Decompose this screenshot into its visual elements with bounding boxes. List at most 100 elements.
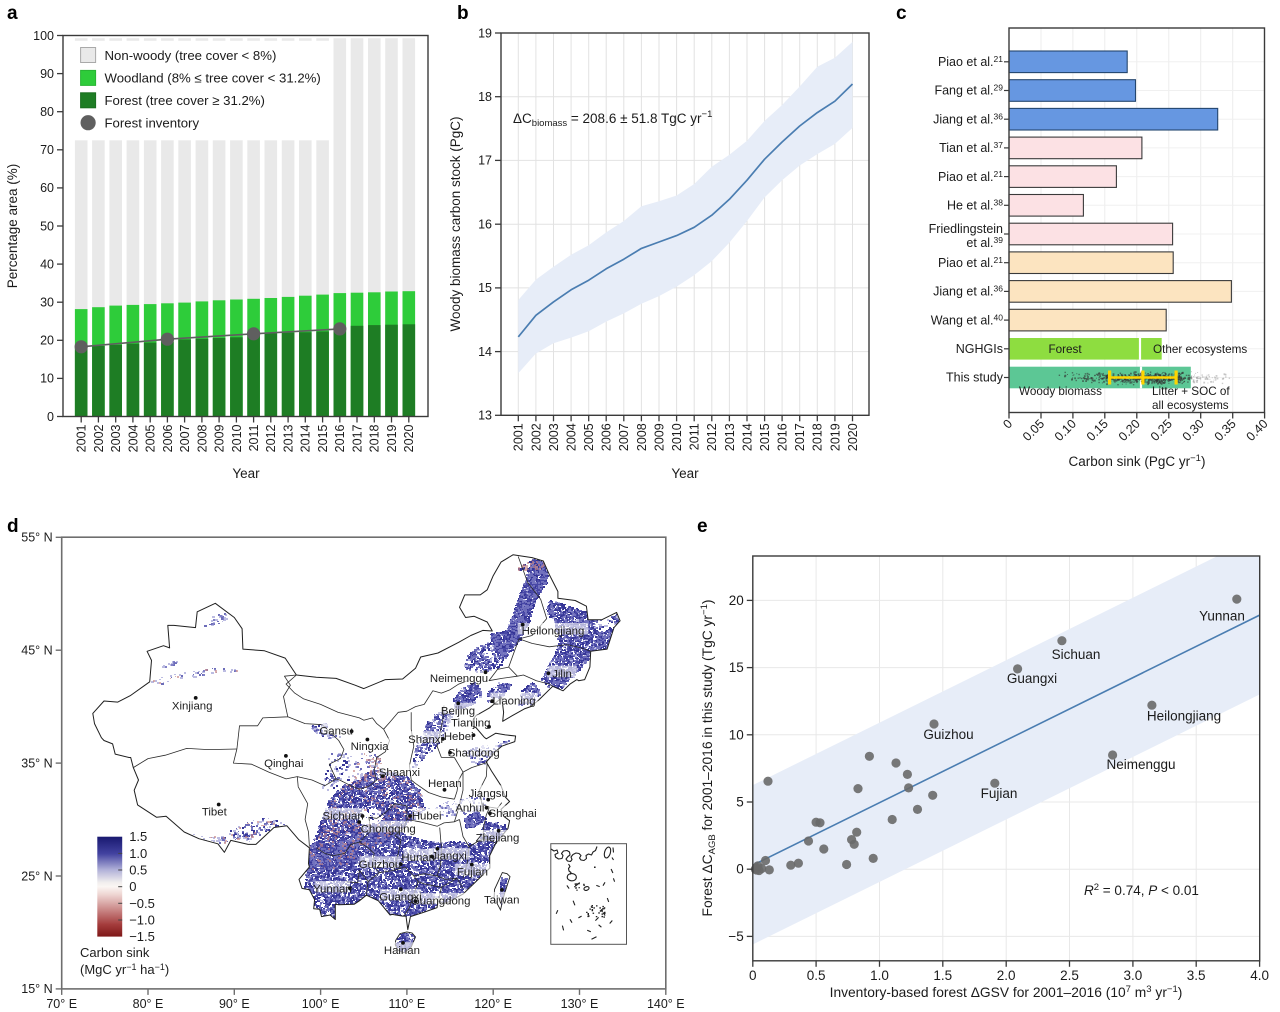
svg-text:Guizhou: Guizhou (359, 859, 401, 871)
svg-text:30: 30 (40, 296, 54, 310)
svg-text:2008: 2008 (635, 423, 649, 451)
svg-text:Piao et al.21: Piao et al.21 (938, 54, 1003, 69)
svg-text:Gansu: Gansu (319, 726, 353, 738)
svg-text:2011: 2011 (247, 424, 261, 451)
svg-text:40: 40 (40, 257, 54, 271)
svg-text:Beijing: Beijing (441, 705, 475, 717)
svg-text:2018: 2018 (811, 423, 825, 451)
svg-text:2013: 2013 (282, 424, 296, 452)
svg-text:2011: 2011 (688, 423, 702, 450)
svg-text:Forest (tree cover ≥ 31.2%): Forest (tree cover ≥ 31.2%) (105, 93, 265, 108)
svg-text:2012: 2012 (264, 424, 278, 452)
svg-text:Yunnan: Yunnan (1199, 609, 1245, 624)
svg-text:e: e (697, 516, 708, 537)
svg-text:2012: 2012 (705, 423, 719, 451)
svg-text:80: 80 (40, 105, 54, 119)
svg-text:90° E: 90° E (219, 997, 250, 1011)
svg-text:2008: 2008 (195, 424, 209, 452)
svg-text:35° N: 35° N (21, 756, 52, 770)
svg-text:55° N: 55° N (21, 531, 52, 545)
svg-text:2001: 2001 (512, 423, 526, 451)
svg-text:Guangdong: Guangdong (411, 896, 471, 908)
svg-text:2014: 2014 (740, 423, 754, 451)
svg-text:15: 15 (478, 281, 492, 295)
svg-text:2020: 2020 (402, 424, 416, 452)
svg-text:Heilongjiang: Heilongjiang (1147, 709, 1221, 724)
svg-text:1.5: 1.5 (933, 968, 952, 983)
svg-text:NGHGIs: NGHGIs (956, 342, 1003, 356)
svg-text:2006: 2006 (600, 423, 614, 451)
svg-text:This study: This study (946, 371, 1004, 385)
svg-text:19: 19 (478, 26, 492, 40)
svg-text:20: 20 (729, 593, 744, 608)
svg-text:25° N: 25° N (21, 869, 52, 883)
svg-text:Liaoning: Liaoning (492, 696, 535, 708)
svg-text:2020: 2020 (846, 423, 860, 451)
svg-text:2.0: 2.0 (997, 968, 1016, 983)
svg-text:2015: 2015 (316, 424, 330, 452)
svg-text:Fujian: Fujian (457, 866, 488, 878)
svg-text:100: 100 (33, 29, 54, 43)
svg-text:2004: 2004 (565, 423, 579, 451)
svg-text:2002: 2002 (92, 424, 106, 452)
svg-text:1.5: 1.5 (129, 829, 147, 844)
svg-text:Litter + SOC of: Litter + SOC of (1152, 385, 1230, 398)
svg-text:b: b (457, 3, 469, 24)
svg-text:Woodland (8% ≤ tree cover < 31: Woodland (8% ≤ tree cover < 31.2%) (105, 71, 321, 86)
svg-text:2007: 2007 (178, 424, 192, 452)
svg-text:Heilongjiang: Heilongjiang (522, 626, 585, 638)
svg-text:2002: 2002 (529, 423, 543, 451)
svg-text:Jiang et al.36: Jiang et al.36 (933, 111, 1003, 126)
svg-text:Fang et al.29: Fang et al.29 (934, 83, 1003, 98)
svg-text:Year: Year (232, 466, 260, 481)
svg-text:Carbon sink (PgC yr−1): Carbon sink (PgC yr−1) (1069, 453, 1206, 469)
svg-text:2017: 2017 (793, 423, 807, 451)
svg-text:Qinghai: Qinghai (264, 758, 303, 770)
svg-text:−0.5: −0.5 (129, 896, 155, 911)
svg-text:2019: 2019 (385, 424, 399, 452)
svg-text:140° E: 140° E (647, 997, 685, 1011)
svg-text:Friedlingstein: Friedlingstein (929, 222, 1003, 236)
svg-text:3.0: 3.0 (1124, 968, 1143, 983)
svg-text:Sichuan: Sichuan (323, 811, 364, 823)
svg-text:0.5: 0.5 (807, 968, 826, 983)
svg-text:Non-woody (tree cover < 8%): Non-woody (tree cover < 8%) (105, 48, 277, 63)
svg-text:Percentage area (%): Percentage area (%) (5, 164, 20, 289)
svg-text:16: 16 (478, 218, 492, 232)
svg-text:Hunan: Hunan (401, 852, 435, 864)
svg-text:45° N: 45° N (21, 644, 52, 658)
svg-text:0.5: 0.5 (129, 863, 147, 878)
svg-text:Guangxi: Guangxi (379, 892, 421, 904)
svg-text:10: 10 (40, 372, 54, 386)
svg-text:20: 20 (40, 334, 54, 348)
svg-text:Shandong: Shandong (448, 748, 500, 760)
svg-text:Piao et al.21: Piao et al.21 (938, 169, 1003, 184)
svg-text:2005: 2005 (582, 423, 596, 451)
svg-text:100° E: 100° E (302, 997, 340, 1011)
svg-text:2004: 2004 (126, 424, 140, 452)
svg-text:Fujian: Fujian (981, 786, 1018, 801)
svg-text:Guizhou: Guizhou (923, 727, 973, 742)
svg-text:Jiangxi: Jiangxi (431, 851, 466, 863)
svg-text:2003: 2003 (109, 424, 123, 452)
svg-text:Anhui: Anhui (455, 803, 484, 815)
svg-text:Tibet: Tibet (202, 807, 228, 819)
svg-text:(MgC yr−1 ha−1): (MgC yr−1 ha−1) (80, 962, 169, 977)
svg-text:Wang et al.40: Wang et al.40 (931, 312, 1003, 327)
svg-text:Jilin: Jilin (552, 668, 572, 680)
svg-text:Carbon sink: Carbon sink (80, 945, 150, 960)
svg-text:Shaanxi: Shaanxi (379, 767, 420, 779)
svg-text:−1.0: −1.0 (129, 913, 155, 928)
svg-text:2007: 2007 (617, 423, 631, 451)
svg-text:2009: 2009 (213, 424, 227, 452)
svg-text:60: 60 (40, 181, 54, 195)
svg-text:2005: 2005 (144, 424, 158, 452)
svg-text:R2 = 0.74, P < 0.01: R2 = 0.74, P < 0.01 (1084, 882, 1199, 898)
svg-text:2.5: 2.5 (1060, 968, 1079, 983)
svg-text:Hainan: Hainan (384, 945, 420, 957)
svg-text:3.5: 3.5 (1187, 968, 1206, 983)
svg-text:15° N: 15° N (21, 982, 52, 996)
svg-text:90: 90 (40, 67, 54, 81)
svg-text:Hebei: Hebei (444, 731, 474, 743)
svg-text:Henan: Henan (428, 778, 462, 790)
